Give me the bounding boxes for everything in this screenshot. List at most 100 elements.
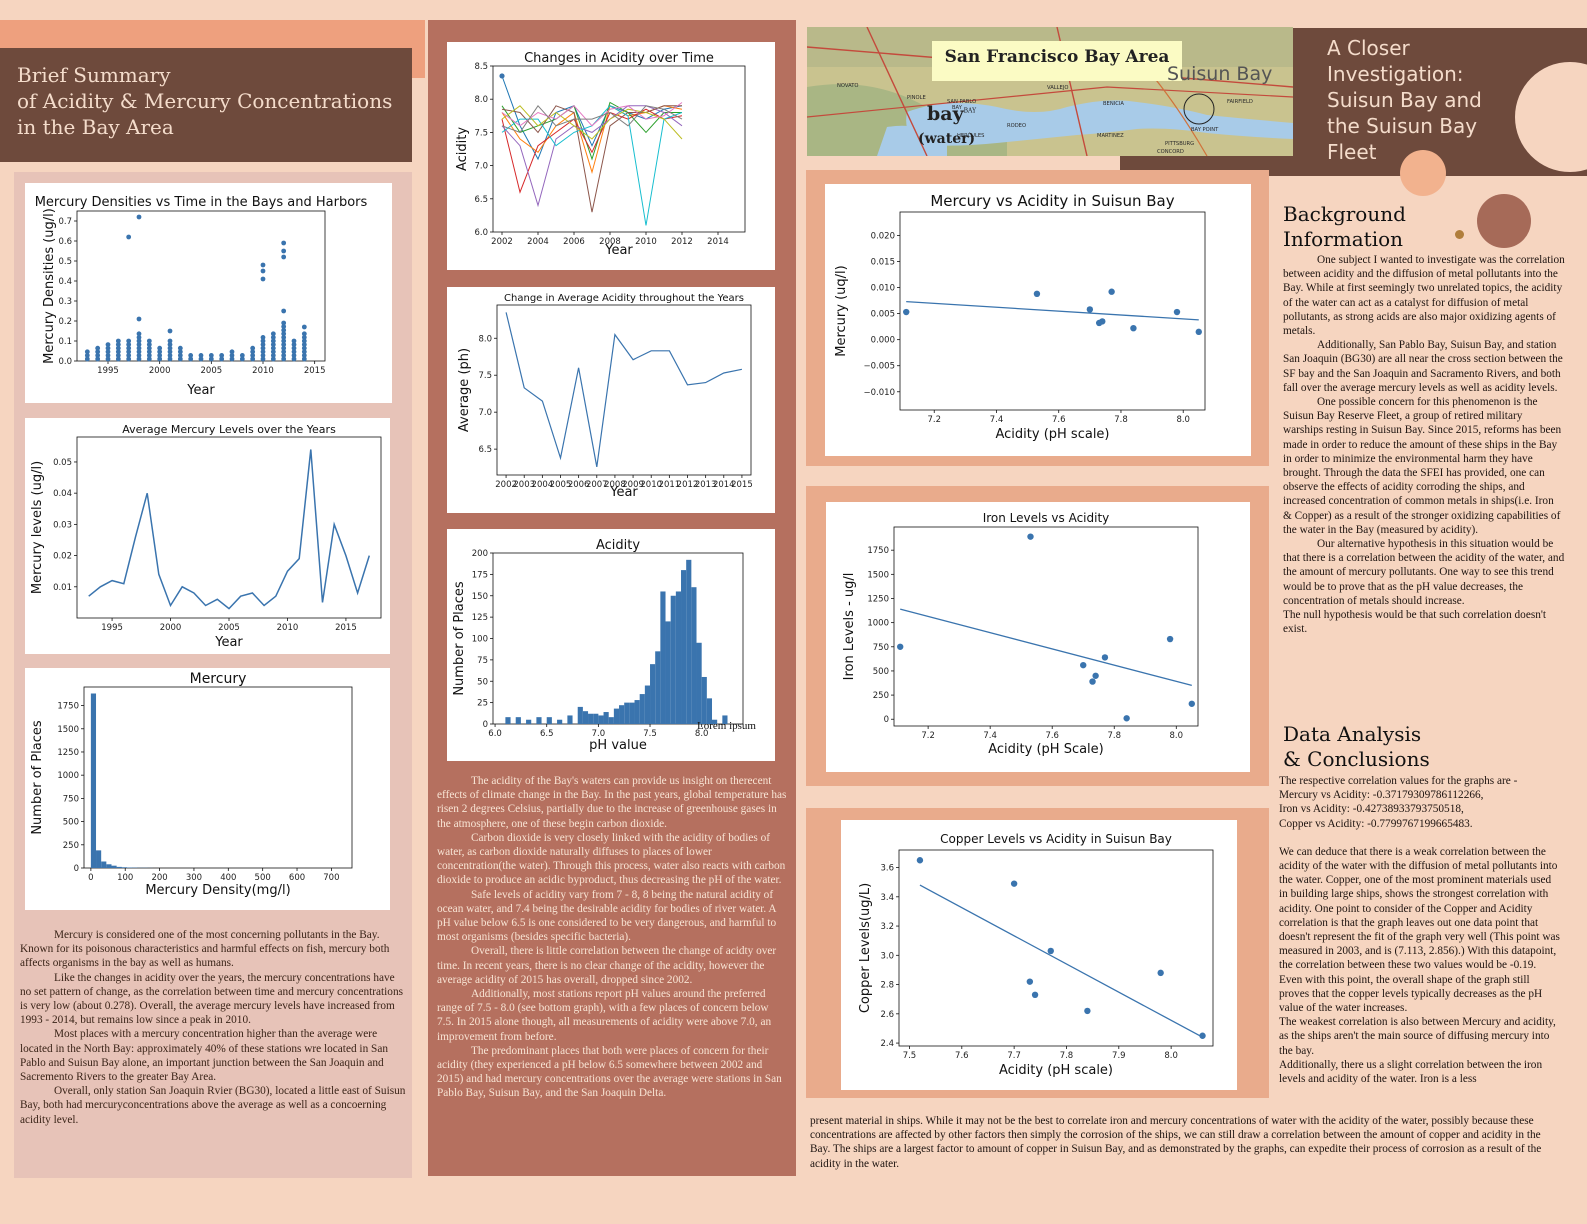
correlation-value: Mercury vs Acidity: -0.37179309786112266… — [1279, 789, 1484, 802]
y-tick-label: 200 — [472, 549, 488, 559]
chart-card-mercury-densities: 1995 2000 2005 2010 2015 0.0 0.1 0.2 0.3 0.4 0.5 0.… — [25, 183, 392, 403]
data-point — [188, 356, 194, 362]
histogram-bar — [598, 715, 604, 724]
histogram-bar — [557, 719, 563, 724]
y-axis-label: Average (ph) — [457, 348, 472, 432]
data-point — [1173, 308, 1181, 316]
y-tick-label: 8.0 — [478, 334, 492, 344]
y-tick-label: 100 — [472, 635, 488, 645]
right-title-line: A Closer — [1327, 36, 1410, 60]
analysis-text: The respective correlation values for th… — [1279, 774, 1562, 1086]
y-tick-label: 1500 — [57, 725, 79, 735]
y-axis-label: Copper Levels(ug/L) — [858, 883, 873, 1013]
y-tick-label: 0.010 — [871, 284, 895, 294]
series-line — [501, 105, 683, 208]
data-point — [115, 353, 121, 358]
histogram-bar — [624, 702, 630, 724]
fit-line — [900, 608, 1192, 687]
data-point — [146, 345, 152, 351]
y-axis-label: Number of Places — [30, 720, 45, 835]
x-axis-label: Year — [609, 485, 638, 500]
histogram-bar — [116, 866, 122, 868]
y-tick-label: 1750 — [57, 702, 79, 712]
x-tick-label: 2014 — [707, 237, 729, 247]
data-point — [136, 214, 142, 220]
data-point — [208, 353, 214, 358]
data-point — [1166, 635, 1174, 643]
x-tick-label: 500 — [255, 873, 271, 883]
data-point — [250, 353, 256, 358]
histogram-bar — [619, 705, 625, 724]
small-peach-circle — [1400, 150, 1446, 196]
analysis-heading-line: Data Analysis — [1283, 722, 1422, 746]
data-point — [270, 345, 276, 351]
data-point — [1027, 533, 1034, 540]
data-point — [105, 345, 111, 351]
y-tick-label: 2.6 — [880, 1010, 894, 1020]
data-point — [270, 353, 276, 358]
y-tick-label: 1250 — [57, 748, 79, 758]
data-point — [105, 353, 111, 358]
histogram-bar — [696, 642, 702, 724]
histogram-bar — [660, 591, 666, 724]
background-paragraph: One subject I wanted to investigate was … — [1283, 254, 1565, 338]
data-point — [291, 356, 297, 362]
x-tick-label: 2006 — [563, 237, 585, 247]
map-place: BAY POINT — [1191, 127, 1219, 133]
series-line — [505, 312, 743, 468]
data-point — [301, 349, 307, 355]
data-point — [1123, 715, 1130, 722]
data-point — [146, 353, 152, 358]
data-point — [136, 356, 142, 362]
y-tick-label: 0.000 — [871, 336, 895, 346]
x-tick-label: 7.2 — [927, 415, 941, 425]
data-point — [167, 356, 173, 362]
additional-paragraph: Additionally, there us a slight correlat… — [1279, 1058, 1543, 1086]
histogram-bar — [567, 715, 573, 724]
analysis-heading-line: & Conclusions — [1283, 747, 1430, 771]
left-title-line: of Acidity & Mercury Concentrations — [17, 89, 393, 113]
y-tick-label: 500 — [873, 667, 889, 677]
data-point — [1033, 290, 1041, 298]
data-point — [281, 254, 287, 260]
data-point — [1101, 654, 1109, 661]
plot-frame — [893, 526, 1199, 727]
x-tick-label: 2015 — [304, 366, 326, 376]
data-point — [281, 248, 287, 254]
y-axis-label: Mercury levels (ug/l) — [30, 461, 45, 594]
plot-frame — [76, 210, 326, 362]
x-tick-label: 700 — [323, 873, 339, 883]
x-tick-label: 2005 — [550, 480, 572, 490]
left-title-line: in the Bay Area — [17, 115, 174, 139]
plot-frame — [83, 686, 353, 869]
data-point — [239, 353, 245, 358]
y-tick-label: 3.6 — [880, 864, 894, 874]
histogram-bar — [639, 694, 645, 724]
y-tick-label: 1500 — [867, 570, 889, 580]
middle-paragraph: Safe levels of acidity vary from 7 - 8, … — [437, 888, 777, 944]
data-point — [281, 353, 287, 358]
chart-title: Mercury vs Acidity in Suisun Bay — [930, 192, 1174, 210]
x-tick-label: 100 — [117, 873, 133, 883]
middle-paragraph: Carbon dioxide is very closely linked wi… — [437, 831, 786, 887]
data-point — [1092, 672, 1099, 679]
x-tick-label: 2012 — [677, 480, 699, 490]
data-point — [281, 320, 287, 326]
histogram-bar — [655, 651, 661, 724]
x-tick-label: 8.0 — [1164, 1051, 1178, 1061]
map-place: PITTSBURG — [1165, 141, 1194, 147]
y-tick-label: −0.010 — [864, 388, 895, 398]
x-tick-label: 7.2 — [921, 731, 935, 741]
data-point — [250, 345, 256, 351]
data-point — [270, 356, 276, 362]
histogram-bar — [546, 717, 552, 724]
x-axis-label: Year — [186, 383, 215, 398]
y-axis-label: Acidity — [455, 127, 470, 171]
y-tick-label: 0.02 — [53, 552, 72, 562]
right-title-line: Investigation: — [1327, 62, 1464, 86]
y-tick-label: 250 — [63, 841, 79, 851]
data-point — [281, 240, 287, 246]
background-heading: Background Information — [1283, 202, 1406, 252]
x-tick-label: 7.6 — [955, 1051, 969, 1061]
data-point — [499, 73, 505, 79]
